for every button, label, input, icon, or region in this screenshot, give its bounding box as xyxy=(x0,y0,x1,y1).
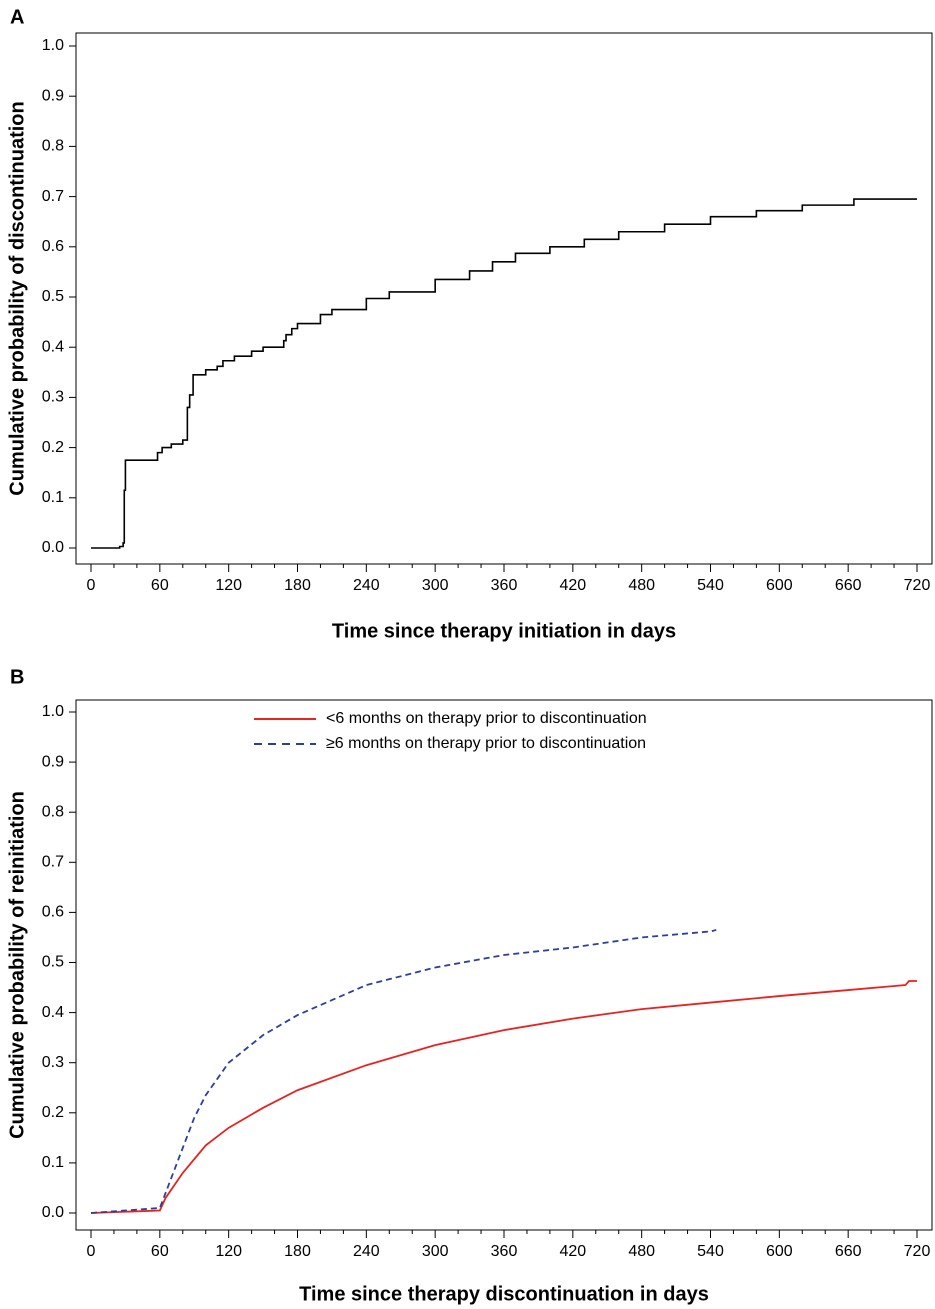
y-tick-label: 0.9 xyxy=(42,753,64,770)
x-tick-label: 480 xyxy=(628,1243,655,1260)
y-tick-label: 0.6 xyxy=(42,238,64,255)
x-tick-label: 60 xyxy=(151,577,169,594)
y-tick-label: 0.2 xyxy=(42,1104,64,1121)
x-tick-label: 480 xyxy=(628,577,655,594)
y-tick-label: 1.0 xyxy=(42,703,64,720)
x-axis-title: Time since therapy discontinuation in da… xyxy=(299,1283,709,1305)
y-tick-label: 0.3 xyxy=(42,389,64,406)
y-tick-label: 0.4 xyxy=(42,338,64,355)
plot-frame xyxy=(75,32,933,565)
x-tick-label: 240 xyxy=(353,577,380,594)
x-tick-label: 660 xyxy=(835,1243,862,1260)
x-tick-label: 120 xyxy=(215,1243,242,1260)
x-tick-label: 360 xyxy=(491,577,518,594)
data-line xyxy=(90,980,917,1214)
y-tick-label: 0.0 xyxy=(42,1204,64,1221)
y-tick-label: 0.1 xyxy=(42,489,64,506)
x-tick-label: 0 xyxy=(87,1243,96,1260)
x-tick-label: 180 xyxy=(284,1243,311,1260)
x-tick-label: 720 xyxy=(904,1243,931,1260)
y-tick-label: 0.2 xyxy=(42,439,64,456)
y-tick-label: 0.5 xyxy=(42,288,64,305)
x-tick-label: 540 xyxy=(697,577,724,594)
x-tick-label: 120 xyxy=(215,577,242,594)
y-tick-label: 0.0 xyxy=(42,539,64,556)
x-tick-label: 240 xyxy=(353,1243,380,1260)
x-tick-label: 540 xyxy=(697,1243,724,1260)
y-tick-label: 0.8 xyxy=(42,138,64,155)
y-axis-title: Cumulative probability of discontinuatio… xyxy=(6,101,28,495)
data-line xyxy=(91,198,917,549)
panel-label: A xyxy=(10,6,24,28)
data-line xyxy=(90,929,717,1214)
x-tick-label: 180 xyxy=(284,577,311,594)
panel: A 0.0 0.1 0.2 0.3 0.4 0.5 0.6 0.7 0.8 0.9 1.0 0 60 120… xyxy=(6,6,933,642)
x-tick-label: 60 xyxy=(151,1243,169,1260)
y-tick-label: 1.0 xyxy=(42,37,64,54)
x-tick-label: 300 xyxy=(422,577,449,594)
x-tick-label: 300 xyxy=(422,1243,449,1260)
legend-label: ≥6 months on therapy prior to discontinu… xyxy=(326,735,646,752)
x-tick-label: 660 xyxy=(835,577,862,594)
x-axis-title: Time since therapy initiation in days xyxy=(332,620,676,642)
y-tick-label: 0.7 xyxy=(42,854,64,871)
y-tick-label: 0.9 xyxy=(42,87,64,104)
x-tick-label: 720 xyxy=(904,577,931,594)
x-tick-label: 360 xyxy=(491,1243,518,1260)
panel: B 0.0 0.1 0.2 0.3 0.4 0.5 0.6 0.7 0.8 0.9 1.0 0 60 120… xyxy=(6,666,933,1305)
x-tick-label: 600 xyxy=(766,577,793,594)
plot-frame xyxy=(75,699,933,1231)
y-tick-label: 0.7 xyxy=(42,188,64,205)
panel-label: B xyxy=(10,666,24,688)
x-tick-label: 420 xyxy=(559,577,586,594)
y-tick-label: 0.8 xyxy=(42,803,64,820)
x-tick-label: 420 xyxy=(559,1243,586,1260)
x-tick-label: 0 xyxy=(87,577,96,594)
y-tick-label: 0.6 xyxy=(42,904,64,921)
y-tick-label: 0.4 xyxy=(42,1004,64,1021)
legend-label: <6 months on therapy prior to discontinu… xyxy=(326,710,647,727)
y-axis-title: Cumulative probability of reinitiation xyxy=(6,791,28,1139)
x-tick-label: 600 xyxy=(766,1243,793,1260)
y-tick-label: 0.5 xyxy=(42,954,64,971)
y-tick-label: 0.3 xyxy=(42,1054,64,1071)
y-tick-label: 0.1 xyxy=(42,1154,64,1171)
